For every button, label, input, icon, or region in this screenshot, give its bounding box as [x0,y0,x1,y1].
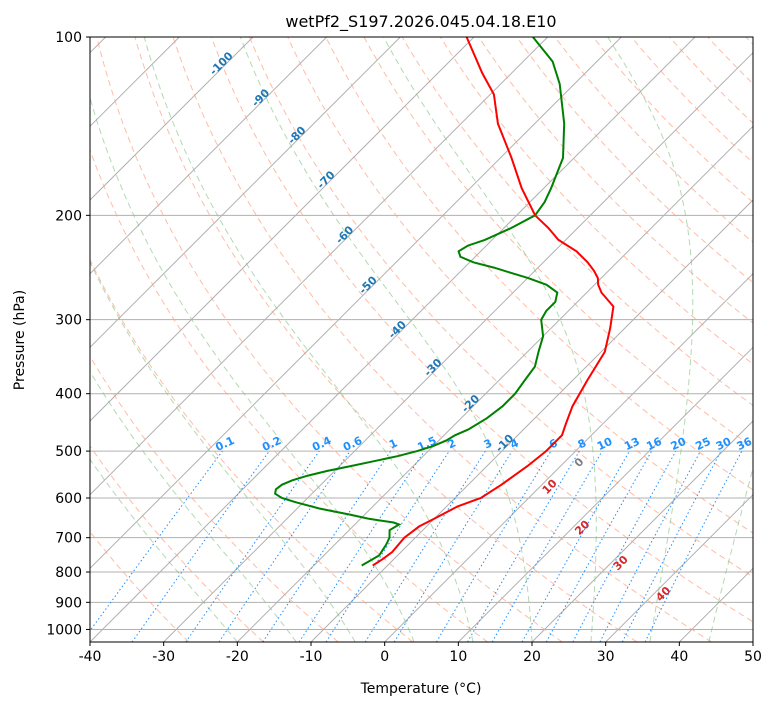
temperature-line [372,37,615,567]
x-tick-label: -40 [79,649,102,665]
isotherm--90 [90,37,328,275]
x-tick-label: 0 [380,649,389,665]
moist-adiabat [90,260,356,642]
dry-adiabat [90,445,264,642]
mixing-ratio-label: 13 [622,435,641,453]
mixing-ratio-label: 25 [693,435,712,453]
y-tick-label: 1000 [46,622,82,638]
y-axis-label: Pressure (hPa) [12,290,28,390]
dry-adiabat [325,37,753,491]
isotherm--30 [163,51,753,642]
y-tick-label: 400 [55,387,82,403]
x-tick-label: 10 [449,649,467,665]
moist-adiabat [143,37,474,642]
y-tick-label: 800 [55,565,82,581]
mixing-ratio-line [131,450,270,642]
mixing-ratio-label: 36 [735,435,755,453]
isotherm--100 [90,37,254,201]
dry-adiabat [516,37,753,284]
moist-adiabat [607,37,694,642]
mixing-ratio-label: 16 [644,435,664,453]
x-tick-label: 40 [670,649,688,665]
mixing-ratio-line [298,450,425,642]
x-tick-label: 50 [744,649,762,665]
y-tick-label: 200 [55,208,82,224]
mixing-ratio-label: 30 [714,435,734,453]
isotherm-0 [384,272,753,642]
plot-frame [89,36,754,643]
plot-area: 0.1 0.2 0.4 0.6 1 1.5 2 3 4 6 8 10 13 16 20 25 30 36-100-… [90,37,755,642]
isotherm--70 [90,37,475,422]
dry-adiabat [90,258,414,642]
isotherm--40 [90,37,696,642]
dry-adiabat [134,37,638,642]
mixing-ratio-label: 10 [595,435,615,453]
dry-adiabat [287,37,753,534]
y-tick-label: 300 [55,313,82,329]
y-tick-label: 100 [55,30,82,46]
isotherm--20 [236,125,753,642]
moist-adiabat [90,370,297,642]
dewpoint-line [273,37,566,567]
mixing-ratio-line [90,450,223,632]
y-tick-label: 700 [55,531,82,547]
x-tick-label: 20 [523,649,541,665]
dry-adiabat [96,37,563,642]
mixing-ratio-line [185,450,320,642]
x-tick-label: -10 [300,649,323,665]
isotherm-10 [457,346,753,642]
dry-adiabat [90,355,339,642]
mixing-ratio-line [521,450,630,642]
chart-title: wetPf2_S197.2026.045.04.18.E10 [285,12,556,32]
x-tick-label: 30 [597,649,615,665]
y-tick-label: 900 [55,595,82,611]
x-tick-label: -20 [226,649,249,665]
mixing-ratio-line [545,450,653,642]
dry-adiabat [210,37,753,623]
x-tick-label: -30 [152,649,175,665]
isotherm--60 [90,37,549,496]
mixing-ratio-line [218,450,351,642]
mixing-ratio-label: 20 [669,435,689,453]
moist-adiabat [90,458,238,642]
moist-adiabat [90,96,415,642]
isotherm-30 [605,493,753,642]
mixing-ratio-line [262,450,392,642]
isotherm-20 [531,420,753,642]
moist-adiabat [383,37,597,642]
isotherm--10 [310,199,753,642]
axes: -40 -30 -20 -10 0 10 20 30 40 50 1000 900 800 700 600 5… [46,30,762,665]
y-tick-label: 500 [55,444,82,460]
moist-adiabat [708,466,753,642]
y-tick-label: 600 [55,491,82,507]
dry-adiabat [249,37,753,578]
mixing-ratio-line [644,450,743,642]
isotherm--50 [90,37,622,570]
moist-adiabat [239,37,533,642]
mixing-ratio-line [572,450,677,642]
x-axis-label: Temperature (°C) [360,681,482,697]
